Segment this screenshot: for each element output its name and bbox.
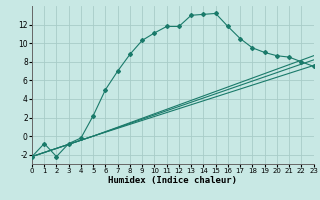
X-axis label: Humidex (Indice chaleur): Humidex (Indice chaleur) [108,176,237,185]
